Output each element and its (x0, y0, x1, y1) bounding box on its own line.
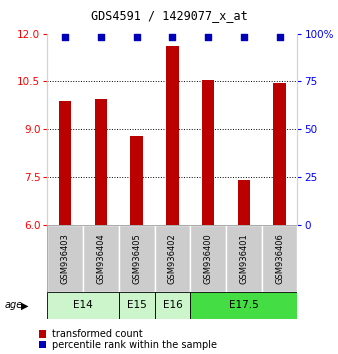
Text: GSM936404: GSM936404 (96, 233, 105, 284)
Point (63, 35, 68, 40)
Text: GDS4591 / 1429077_x_at: GDS4591 / 1429077_x_at (91, 10, 247, 22)
Bar (226, 225, 262, 292)
Text: age: age (5, 300, 23, 310)
Bar (190, 292, 297, 319)
Bar (262, 225, 297, 292)
Text: GSM936402: GSM936402 (168, 233, 177, 284)
Bar (190, 225, 226, 292)
Text: E17.5: E17.5 (229, 300, 259, 310)
Text: GSM936400: GSM936400 (203, 233, 213, 284)
Text: GSM936403: GSM936403 (61, 233, 70, 284)
Text: E15: E15 (127, 300, 147, 310)
Point (277, 35, 282, 40)
Bar (119, 225, 154, 292)
Text: GSM936406: GSM936406 (275, 233, 284, 284)
Point (206, 35, 211, 40)
Text: GSM936401: GSM936401 (239, 233, 248, 284)
Bar (154, 292, 190, 319)
Point (241, 35, 246, 40)
Bar (273, 83, 286, 225)
Bar (119, 292, 154, 319)
Bar (202, 80, 214, 225)
Text: ▶: ▶ (21, 300, 28, 310)
Bar (59, 101, 71, 225)
Bar (95, 99, 107, 225)
Bar (154, 225, 190, 292)
Bar (83, 225, 119, 292)
Point (134, 35, 139, 40)
Text: E16: E16 (163, 300, 182, 310)
Bar (166, 46, 178, 225)
Point (170, 35, 175, 40)
Text: GSM936405: GSM936405 (132, 233, 141, 284)
Bar (47, 225, 83, 292)
Bar (238, 180, 250, 225)
Bar (47, 292, 119, 319)
Bar (130, 136, 143, 225)
Point (98, 35, 104, 40)
Text: transformed count: transformed count (52, 329, 143, 339)
Text: percentile rank within the sample: percentile rank within the sample (52, 339, 217, 350)
Text: E14: E14 (73, 300, 93, 310)
